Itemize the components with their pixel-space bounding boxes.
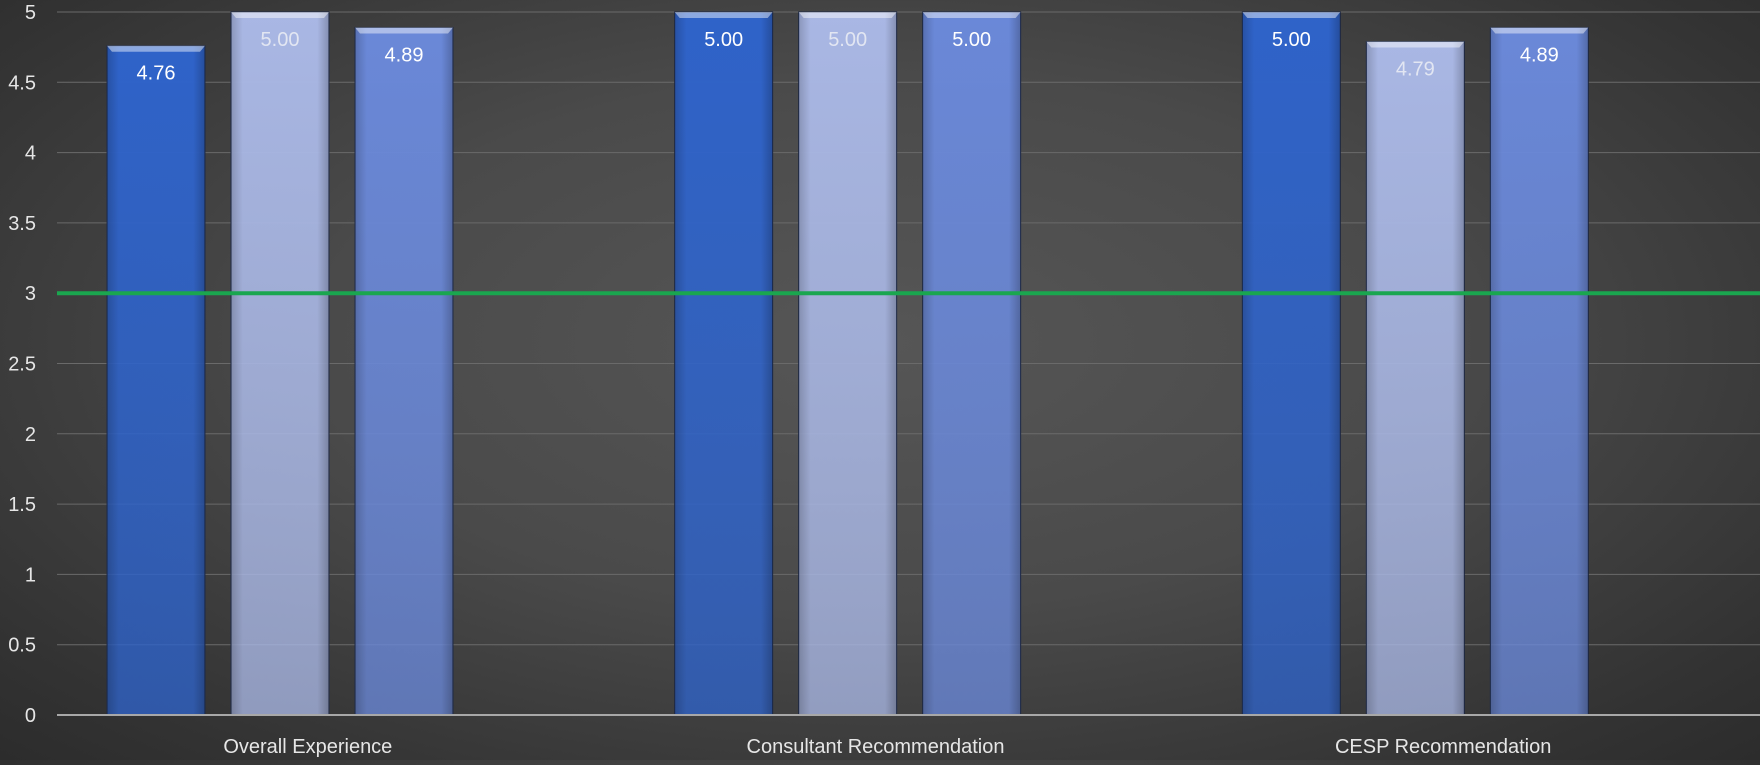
bar-top-bevel — [355, 27, 453, 34]
bar-shading — [922, 12, 1021, 715]
y-tick-label: 4 — [25, 143, 36, 165]
data-label: 5.00 — [704, 29, 743, 51]
bar-shading — [1490, 27, 1589, 715]
y-tick-label: 0.5 — [8, 635, 36, 657]
data-label: 5.00 — [828, 29, 867, 51]
bar-shading — [231, 12, 329, 715]
bar-top-bevel — [1242, 12, 1341, 18]
bar-shading — [1366, 41, 1465, 715]
data-label: 4.89 — [1520, 44, 1559, 66]
bar-top-bevel — [798, 12, 897, 18]
data-label: 5.00 — [952, 29, 991, 51]
bar-shading — [107, 45, 205, 715]
bar-top-bevel — [674, 12, 773, 18]
y-tick-label: 2 — [25, 424, 36, 446]
data-label: 4.79 — [1396, 59, 1435, 81]
x-category-label: Consultant Recommendation — [747, 736, 1005, 758]
bar-shading — [355, 27, 453, 715]
bar-top-bevel — [107, 45, 205, 52]
y-tick-label: 3 — [25, 283, 36, 305]
x-category-label: Overall Experience — [223, 736, 392, 758]
data-label: 4.89 — [385, 44, 424, 66]
bar-top-bevel — [1490, 27, 1589, 34]
y-tick-label: 4.5 — [8, 72, 36, 94]
bar-top-bevel — [1366, 41, 1465, 48]
bar-shading — [798, 12, 897, 715]
bar-shading — [674, 12, 773, 715]
data-label: 5.00 — [261, 29, 300, 51]
data-label: 5.00 — [1272, 29, 1311, 51]
bar-top-bevel — [922, 12, 1021, 18]
y-tick-label: 2.5 — [8, 354, 36, 376]
data-label: 4.76 — [137, 63, 176, 85]
y-tick-label: 1.5 — [8, 494, 36, 516]
bar-shading — [1242, 12, 1341, 715]
x-category-label: CESP Recommendation — [1335, 736, 1551, 758]
y-tick-label: 1 — [25, 564, 36, 586]
y-tick-label: 3.5 — [8, 213, 36, 235]
y-tick-label: 0 — [25, 705, 36, 727]
bar-top-bevel — [231, 12, 329, 18]
y-tick-label: 5 — [25, 2, 36, 24]
